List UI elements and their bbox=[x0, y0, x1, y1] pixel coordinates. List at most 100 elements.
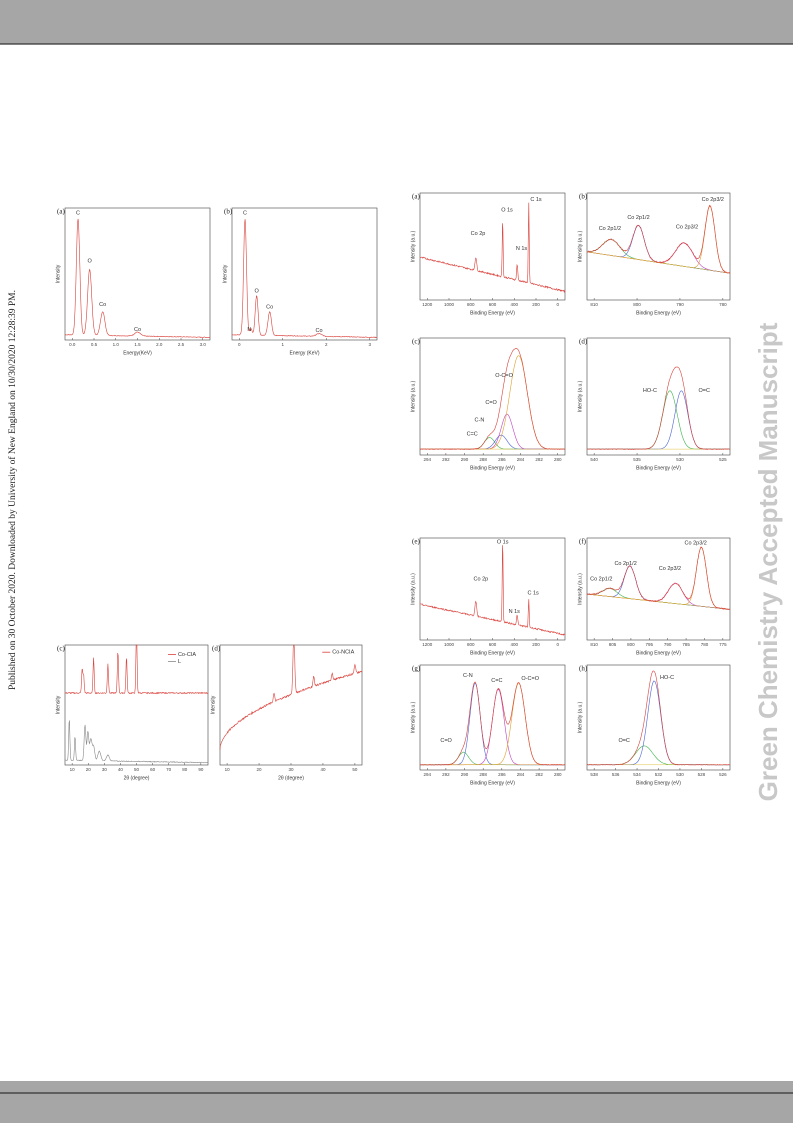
peak-label: Co 2p1/2 bbox=[627, 215, 649, 221]
spectrum-curve bbox=[419, 202, 566, 294]
peak-label: Co bbox=[99, 302, 106, 308]
x-tick-label: 50 bbox=[134, 767, 140, 772]
peak-label: O-C=O bbox=[495, 373, 513, 379]
x-tick-label: 528 bbox=[698, 772, 706, 777]
y-axis-label: Intensity bbox=[222, 264, 228, 283]
x-tick-label: 50 bbox=[352, 767, 358, 772]
peak-label: C 1s bbox=[527, 591, 539, 597]
x-tick-label: 805 bbox=[609, 642, 617, 647]
panel-label: (h) bbox=[579, 665, 588, 673]
x-axis-label: Binding Energy (eV) bbox=[636, 310, 681, 316]
x-tick-label: 30 bbox=[102, 767, 108, 772]
x-tick-label: 534 bbox=[633, 772, 641, 777]
x-tick-label: 10 bbox=[70, 767, 76, 772]
plot-frame bbox=[231, 207, 378, 341]
panel-label: (d) bbox=[212, 645, 221, 653]
x-axis-label: Energy (KeV) bbox=[289, 350, 319, 356]
peak-label: C bbox=[76, 211, 80, 217]
plot-frame bbox=[219, 644, 363, 766]
figures: (a) Intensity Energy(KeV) 0.0 0.5 1.0 1.5 2.0 2.… bbox=[55, 193, 731, 786]
spectrum-curve bbox=[586, 546, 731, 610]
y-axis-label: Intensity (a.u.) bbox=[577, 230, 583, 262]
x-tick-label: 288 bbox=[479, 457, 487, 462]
spectrum-curve bbox=[64, 644, 209, 695]
x-tick-label: 795 bbox=[646, 642, 654, 647]
spectrum-curve bbox=[219, 644, 363, 750]
x-tick-label: 20 bbox=[257, 767, 263, 772]
panel-label: (c) bbox=[412, 338, 420, 346]
panel-label: (c) bbox=[57, 645, 65, 653]
peak-label: N bbox=[247, 327, 251, 333]
x-tick-label: 0 bbox=[556, 302, 559, 307]
x-tick-label: 810 bbox=[590, 302, 598, 307]
peak-label: C 1s bbox=[530, 197, 542, 203]
x-tick-label: 2.0 bbox=[156, 342, 163, 347]
x-axis-label: Binding Energy (eV) bbox=[470, 465, 515, 471]
spectrum-curve bbox=[586, 204, 731, 274]
x-tick-label: 780 bbox=[701, 642, 709, 647]
y-axis-label: Intensity (a.u.) bbox=[410, 380, 416, 412]
spectrum-curve bbox=[231, 219, 378, 339]
peak-label: Co 2p bbox=[474, 576, 489, 582]
x-tick-label: 526 bbox=[719, 772, 727, 777]
peak-label: O=C bbox=[699, 388, 710, 394]
peak-label: C=C bbox=[467, 431, 478, 437]
x-axis-label: Binding Energy (eV) bbox=[470, 650, 515, 656]
panel-label: (b) bbox=[579, 193, 588, 201]
x-tick-label: 282 bbox=[535, 772, 543, 777]
x-tick-label: 538 bbox=[590, 772, 598, 777]
peak-label: C-N bbox=[475, 417, 485, 423]
peak-label: Co 2p3/2 bbox=[659, 566, 681, 572]
peak-label: C=O bbox=[440, 738, 452, 744]
x-tick-label: 200 bbox=[532, 642, 540, 647]
fit-component bbox=[587, 390, 730, 450]
x-axis-label: Binding Energy (eV) bbox=[636, 780, 681, 786]
x-axis-label: Binding Energy (eV) bbox=[636, 650, 681, 656]
peak-label: N 1s bbox=[516, 246, 528, 252]
x-tick-label: 1 bbox=[281, 342, 284, 347]
fit-component bbox=[420, 751, 565, 766]
fit-component bbox=[420, 682, 565, 766]
x-tick-label: 40 bbox=[320, 767, 326, 772]
x-tick-label: 530 bbox=[676, 772, 684, 777]
x-tick-label: 540 bbox=[590, 457, 598, 462]
x-tick-label: 60 bbox=[150, 767, 156, 772]
x-tick-label: 800 bbox=[467, 302, 475, 307]
y-axis-label: Intensity bbox=[55, 264, 61, 283]
x-tick-label: 286 bbox=[498, 772, 506, 777]
x-tick-label: 800 bbox=[467, 642, 475, 647]
x-tick-label: 810 bbox=[590, 642, 598, 647]
fit-component bbox=[587, 239, 731, 274]
x-tick-label: 290 bbox=[461, 772, 469, 777]
x-tick-label: 0 bbox=[238, 342, 241, 347]
x-tick-label: 1.5 bbox=[134, 342, 141, 347]
peak-label: Co 2p3/2 bbox=[702, 197, 724, 203]
x-tick-label: 20 bbox=[86, 767, 92, 772]
fit-component bbox=[587, 390, 730, 450]
y-axis-label: Intensity (a.u.) bbox=[577, 380, 583, 412]
y-axis-label: Intensity bbox=[55, 695, 61, 714]
peak-label: O-C=O bbox=[521, 676, 539, 682]
y-axis-label: Intensity (a.u.) bbox=[410, 230, 416, 262]
x-tick-label: 200 bbox=[532, 302, 540, 307]
y-axis-label: Intensity (a.u.) bbox=[577, 573, 583, 605]
x-tick-label: 800 bbox=[633, 302, 641, 307]
legend-entry: Co-NCIA bbox=[332, 650, 354, 656]
y-axis-label: Intensity (a.u.) bbox=[410, 573, 416, 605]
spectrum-curve bbox=[64, 720, 209, 764]
x-tick-label: 40 bbox=[118, 767, 124, 772]
peak-label: Co 2p1/2 bbox=[614, 561, 636, 567]
header-bar bbox=[0, 0, 793, 44]
plot-frame bbox=[64, 644, 209, 766]
side-note: Published on 30 October 2020. Downloaded… bbox=[7, 290, 18, 690]
peak-label: C-N bbox=[463, 673, 473, 679]
spectrum-curve bbox=[586, 670, 731, 766]
x-axis-label: Binding Energy (eV) bbox=[470, 310, 515, 316]
fit-component bbox=[420, 688, 565, 766]
x-tick-label: 292 bbox=[442, 457, 450, 462]
x-tick-label: 790 bbox=[664, 642, 672, 647]
x-tick-label: 1200 bbox=[422, 642, 433, 647]
peak-label: Co 2p3/2 bbox=[685, 541, 707, 547]
panel-label: (f) bbox=[579, 538, 587, 546]
